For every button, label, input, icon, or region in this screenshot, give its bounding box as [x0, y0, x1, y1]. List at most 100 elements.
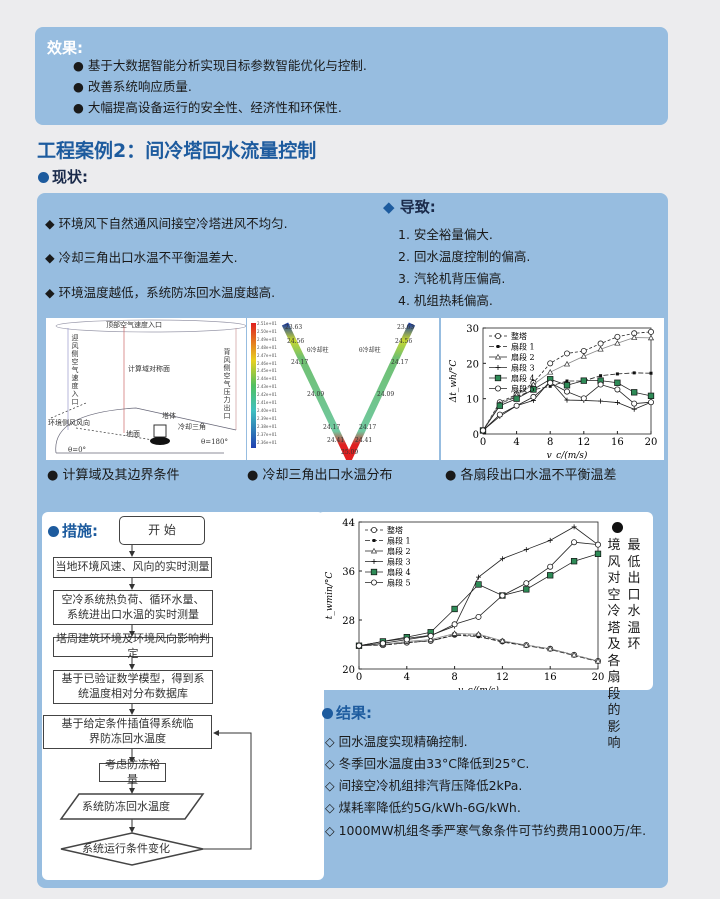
series-6: 扇段 5	[356, 539, 601, 649]
result-item: ◇ 1000MW机组冬季严寒气象条件可节约费用1000万/年.	[325, 823, 647, 838]
data-point	[571, 651, 578, 658]
data-point	[571, 539, 578, 546]
data-point	[496, 345, 500, 348]
data-point	[631, 400, 638, 407]
data-point	[597, 345, 604, 352]
data-point	[530, 393, 537, 400]
y-tick-label: 0	[473, 430, 479, 441]
data-point	[580, 353, 587, 359]
result-item-text: 煤耗率降低约5G/kWh-6G/kWh.	[338, 800, 521, 815]
chart1-caption-text: 各扇段出口水温不平衡温差	[460, 468, 617, 483]
data-point	[477, 635, 480, 639]
status-item: ◆ 冷却三角出口水温不平衡温差大.	[45, 250, 238, 265]
status-heading-text: 现状:	[52, 168, 88, 186]
data-point	[496, 411, 503, 418]
data-point	[597, 381, 604, 388]
status-item: ◆ 环境温度越低，系统防冻回水温度越高.	[45, 285, 276, 300]
series-4: 扇段 3	[480, 363, 654, 433]
data-point	[614, 400, 620, 406]
effects-item-text: 基于大数据智能分析实现目标参数智能优化与控制.	[87, 58, 367, 73]
x-tick-label: 8	[547, 437, 553, 448]
data-point	[356, 642, 363, 649]
flow-step: 考虑防冻裕量	[99, 758, 166, 786]
status-item-text: 冷却三角出口水温不平衡温差大.	[58, 250, 238, 265]
value-label: 24.41	[327, 437, 345, 444]
data-point	[475, 630, 482, 637]
value-label: 24.17	[323, 424, 341, 431]
label-theta180: θ=180°	[201, 438, 228, 446]
data-point	[563, 382, 571, 389]
effects-heading: 效果:	[47, 39, 83, 57]
data-point	[571, 524, 577, 530]
legend-label: 整塔	[511, 331, 527, 341]
effects-item: ● 改善系统响应质量.	[73, 79, 192, 94]
value-label: 24.56	[287, 338, 305, 345]
consequences-heading-text: 导致:	[399, 198, 436, 216]
data-point	[564, 350, 571, 357]
data-point	[594, 550, 602, 557]
plot-frame	[482, 327, 652, 435]
data-point	[598, 398, 604, 404]
flow-step: 基于给定条件插值得系统临界防冻回水温度	[43, 715, 212, 749]
flow-step: 基于已验证数学模型，得到系统温度相对分布数据库	[53, 670, 213, 704]
min-temp-chart: 0 4 8 12 16 20 20 28 36 44 v_c/(m/s) t_wmin/°C 整塔扇段 …	[317, 512, 653, 690]
consequence-item: 4. 机组热耗偏高.	[398, 293, 493, 308]
data-point	[513, 402, 520, 409]
x-axis-label: v_c/(m/s)	[458, 685, 499, 690]
y-tick-label: 20	[466, 359, 479, 370]
right-column-label: θ冷却柱	[359, 347, 381, 354]
data-point	[631, 389, 638, 396]
bullet-icon	[322, 708, 333, 719]
data-point	[371, 526, 378, 533]
y-tick-label: 30	[466, 324, 479, 335]
left-column-label: θ冷却柱	[307, 347, 329, 354]
data-point	[476, 574, 481, 580]
legend-label: 扇段 4	[387, 567, 411, 577]
x-tick-label: 20	[592, 672, 605, 683]
x-tick-label: 12	[577, 437, 590, 448]
data-point	[499, 637, 506, 644]
data-point	[513, 395, 520, 402]
y-tick-label: 28	[342, 616, 355, 627]
x-tick-label: 20	[645, 437, 658, 448]
measures-heading: 措施:	[48, 520, 98, 541]
data-point	[494, 374, 502, 382]
data-point	[632, 371, 636, 375]
colorbar-tick-label: 2.46e+01	[257, 360, 277, 366]
y-tick-label: 20	[342, 665, 355, 676]
data-point	[523, 641, 530, 648]
chart2-title-bullet	[612, 522, 623, 533]
bullet-icon	[48, 526, 59, 537]
label-windward: 迎风侧空气速度入口	[71, 334, 79, 406]
data-point	[403, 636, 410, 643]
data-point	[379, 640, 386, 647]
legend-label: 扇段 5	[511, 384, 535, 394]
diamond-icon: ◆	[383, 198, 395, 216]
chart1-caption: ● 各扇段出口水温不平衡温差	[445, 468, 617, 483]
consequence-item: 1. 安全裕量偏大.	[398, 227, 493, 242]
y-axis-label: t_wmin/°C	[325, 572, 335, 620]
data-point	[631, 406, 637, 412]
domain-diagram	[50, 319, 246, 454]
value-label: 24.17	[291, 359, 309, 366]
label-theta0: θ=0°	[68, 446, 87, 454]
colorbar-tick-label: 2.40e+01	[257, 407, 277, 413]
chart2-title-col2: 境风对空冷塔及各扇段的影响	[607, 538, 621, 751]
figure1-caption-text: 计算域及其边界条件	[62, 468, 180, 483]
temperature-distribution-figure: 2.51e+01 2.50e+01 2.49e+01 2.48e+01 2.47e+01…	[247, 318, 439, 460]
data-point	[372, 539, 376, 542]
colorbar-tick-label: 2.45e+01	[257, 368, 277, 374]
data-point	[475, 613, 482, 620]
value-label: 24.09	[307, 391, 325, 398]
colorbar-tick-label: 2.38e+01	[257, 423, 277, 429]
label-symmetry: 计算域对称面	[128, 365, 170, 373]
data-point	[371, 579, 378, 586]
data-point	[647, 328, 654, 335]
data-point	[547, 368, 554, 375]
flow-output: 系统防冻回水温度	[82, 800, 170, 813]
results-heading-text: 结果:	[336, 704, 372, 722]
data-point	[614, 386, 621, 393]
status-item-text: 环境风下自然通风间接空冷塔进风不均匀.	[58, 216, 288, 231]
